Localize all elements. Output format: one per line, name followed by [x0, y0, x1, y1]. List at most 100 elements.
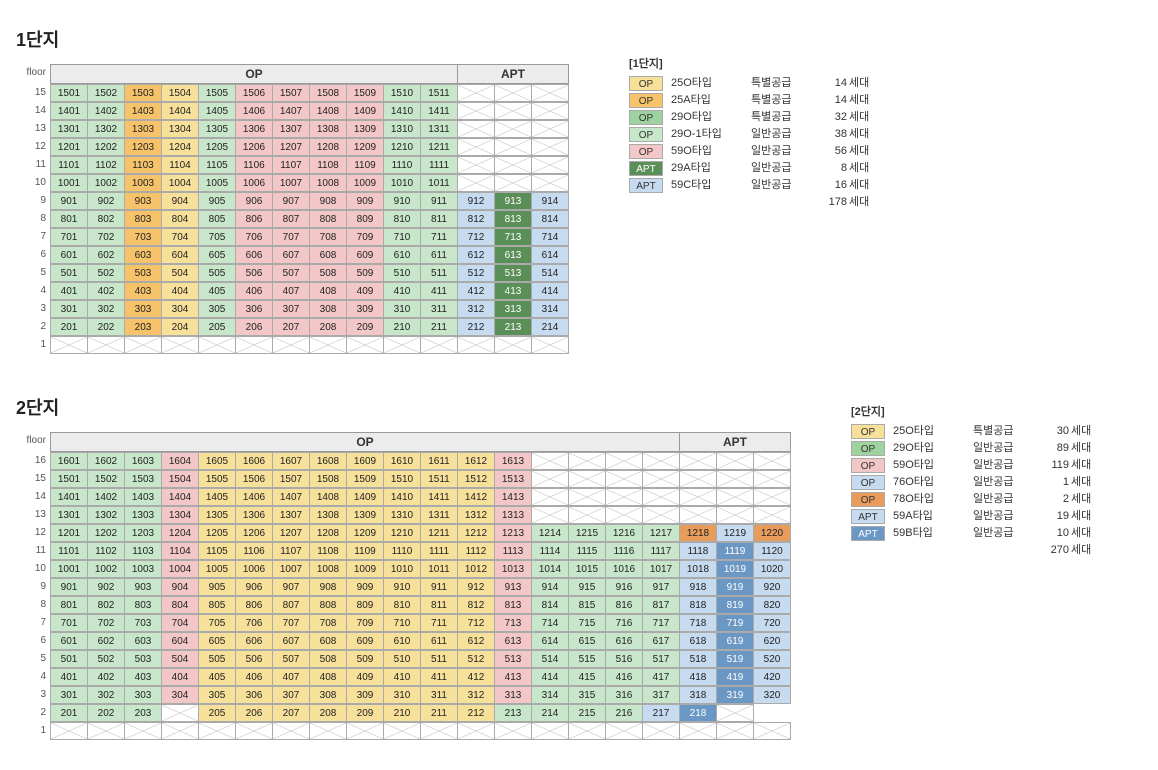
unit-cell: 306 [235, 300, 273, 318]
unit-cell: 314 [531, 686, 569, 704]
unit-cell: 818 [679, 596, 717, 614]
unit-cell: 1005 [198, 174, 236, 192]
empty-cell [494, 138, 532, 156]
unit-cell: 1311 [420, 506, 458, 524]
unit-cell: 1413 [494, 488, 532, 506]
unit-cell: 317 [642, 686, 680, 704]
unit-cell: 406 [235, 668, 273, 686]
empty-cell [161, 336, 199, 354]
unit-cell: 901 [50, 192, 88, 210]
unit-cell: 604 [161, 246, 199, 264]
unit-cell: 908 [309, 578, 347, 596]
unit-cell: 1308 [309, 120, 347, 138]
unit-cell: 914 [531, 192, 569, 210]
unit-cell: 911 [420, 578, 458, 596]
section-title: 1단지 [16, 26, 569, 52]
empty-cell [716, 506, 754, 524]
unit-cell: 402 [87, 668, 125, 686]
unit-cell: 206 [235, 704, 273, 722]
unit-cell: 1301 [50, 506, 88, 524]
unit-cell: 701 [50, 614, 88, 632]
legend-unit: 세대 [849, 194, 869, 211]
unit-cell: 510 [383, 650, 421, 668]
unit-cell: 212 [457, 318, 495, 336]
unit-cell: 1608 [309, 452, 347, 470]
unit-cell: 1202 [87, 524, 125, 542]
unit-cell: 1312 [457, 506, 495, 524]
legend-type: 29O-1타입 [671, 126, 751, 143]
unit-cell: 1208 [309, 524, 347, 542]
unit-cell: 309 [346, 300, 384, 318]
empty-cell [198, 336, 236, 354]
unit-cell: 903 [124, 578, 162, 596]
unit-cell: 1206 [235, 138, 273, 156]
unit-cell: 704 [161, 614, 199, 632]
unit-cell: 909 [346, 192, 384, 210]
empty-cell [235, 336, 273, 354]
legend-unit: 세대 [1071, 423, 1091, 440]
unit-cell: 1411 [420, 102, 458, 120]
unit-cell: 910 [383, 578, 421, 596]
unit-cell: 309 [346, 686, 384, 704]
floor-row: 5501502503504505506507508509510511512513… [16, 264, 569, 282]
unit-cell: 408 [309, 668, 347, 686]
unit-cell: 1109 [346, 156, 384, 174]
unit-cell: 1103 [124, 156, 162, 174]
unit-cell: 1610 [383, 452, 421, 470]
unit-cell: 1405 [198, 102, 236, 120]
unit-cell: 1606 [235, 452, 273, 470]
unit-cell: 410 [383, 282, 421, 300]
unit-cell: 314 [531, 300, 569, 318]
empty-cell [161, 722, 199, 740]
unit-cell: 501 [50, 650, 88, 668]
unit-cell: 507 [272, 650, 310, 668]
unit-cell: 1205 [198, 524, 236, 542]
legend-unit: 세대 [849, 109, 869, 126]
empty-cell [531, 138, 569, 156]
unit-cell: 1613 [494, 452, 532, 470]
floor-number: 6 [16, 246, 50, 264]
unit-cell: 1110 [383, 156, 421, 174]
floor-row: 5501502503504505506507508509510511512513… [16, 650, 791, 668]
floor-row: 7701702703704705706707708709710711712713… [16, 228, 569, 246]
unit-cell: 907 [272, 578, 310, 596]
unit-cell: 802 [87, 596, 125, 614]
unit-cell: 705 [198, 228, 236, 246]
unit-cell: 1215 [568, 524, 606, 542]
floor-row: 1616011602160316041605160616071608160916… [16, 452, 791, 470]
unit-cell: 703 [124, 228, 162, 246]
unit-cell: 909 [346, 578, 384, 596]
legend-type: 59O타입 [671, 143, 751, 160]
unit-cell: 1404 [161, 102, 199, 120]
unit-cell: 1217 [642, 524, 680, 542]
floor-row: 6601602603604605606607608609610611612613… [16, 632, 791, 650]
unit-cell: 316 [605, 686, 643, 704]
floor-row: 1313011302130313041305130613071308130913… [16, 506, 791, 524]
unit-cell: 1308 [309, 506, 347, 524]
empty-cell [568, 488, 606, 506]
unit-cell: 1008 [309, 560, 347, 578]
legend-unit: 세대 [1071, 457, 1091, 474]
floor-number: 8 [16, 210, 50, 228]
unit-cell: 610 [383, 632, 421, 650]
floor-row: 1414011402140314041405140614071408140914… [16, 488, 791, 506]
floor-row: 1515011502150315041505150615071508150915… [16, 84, 569, 102]
legend-type: 59C타입 [671, 177, 751, 194]
unit-cell: 614 [531, 246, 569, 264]
unit-cell: 1611 [420, 452, 458, 470]
unit-cell: 613 [494, 632, 532, 650]
empty-cell [605, 452, 643, 470]
unit-cell: 505 [198, 264, 236, 282]
empty-cell [531, 452, 569, 470]
unit-cell: 205 [198, 318, 236, 336]
floor-row: 8801802803804805806807808809810811812813… [16, 210, 569, 228]
unit-cell: 1605 [198, 452, 236, 470]
unit-cell: 311 [420, 686, 458, 704]
unit-cell: 1003 [124, 560, 162, 578]
unit-cell: 904 [161, 192, 199, 210]
legend-title: [2단지] [851, 404, 1091, 421]
unit-cell: 1511 [420, 470, 458, 488]
unit-cell: 1102 [87, 156, 125, 174]
unit-cell: 905 [198, 578, 236, 596]
unit-cell: 702 [87, 228, 125, 246]
